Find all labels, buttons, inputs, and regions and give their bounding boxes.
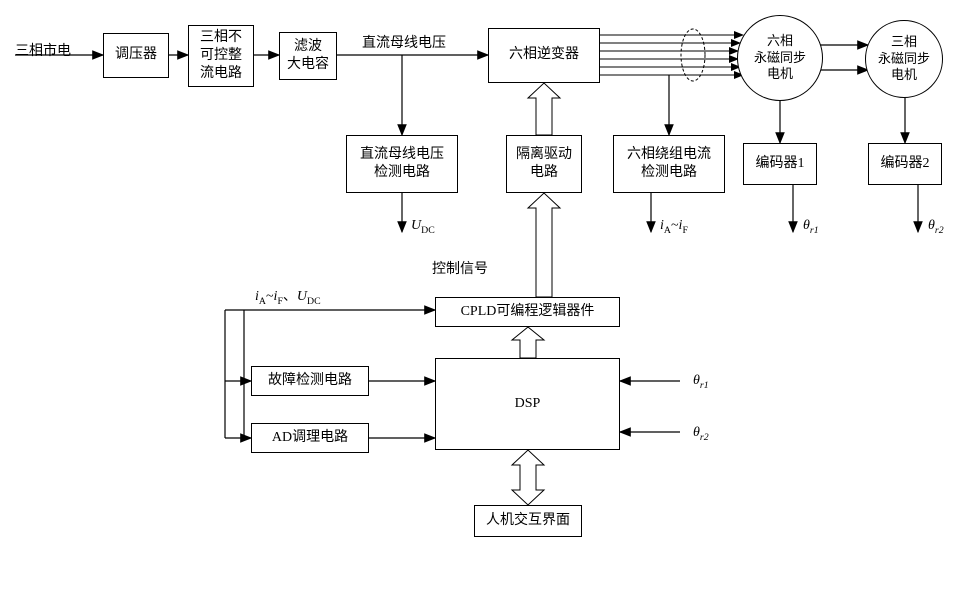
hmi-text: 人机交互界面 — [486, 512, 570, 530]
regulator-box: 调压器 — [103, 33, 169, 78]
motor3-circle: 三相 永磁同步 电机 — [865, 20, 943, 98]
ad-cond-text: AD调理电路 — [272, 429, 348, 447]
ad-cond-box: AD调理电路 — [251, 423, 369, 453]
inverter-box: 六相逆变器 — [488, 28, 600, 83]
dc-bus-voltage-label: 直流母线电压 — [362, 32, 446, 52]
input-signals-label: iA~iF、UDC — [255, 285, 321, 307]
cpld-box: CPLD可编程逻辑器件 — [435, 297, 620, 327]
cpld-text: CPLD可编程逻辑器件 — [461, 303, 595, 321]
filter-cap-box: 滤波 大电容 — [279, 32, 337, 80]
ctrl-signal-label: 控制信号 — [432, 258, 488, 278]
filter-cap-text: 滤波 大电容 — [287, 38, 329, 74]
theta-r1-label: θr1 — [803, 218, 819, 236]
udc-label: UDC — [411, 218, 435, 236]
encoder1-box: 编码器1 — [743, 143, 817, 185]
fault-detect-box: 故障检测电路 — [251, 366, 369, 396]
dc-detect-box: 直流母线电压 检测电路 — [346, 135, 458, 193]
current-detect-box: 六相绕组电流 检测电路 — [613, 135, 725, 193]
inverter-text: 六相逆变器 — [509, 46, 579, 64]
regulator-text: 调压器 — [115, 46, 157, 64]
dsp-text: DSP — [515, 395, 541, 413]
iaf-label: iA~iF — [660, 218, 688, 236]
theta-r2-label: θr2 — [928, 218, 944, 236]
rectifier-text: 三相不 可控整 流电路 — [200, 29, 242, 84]
encoder2-text: 编码器2 — [881, 155, 930, 173]
three-phase-mains-label: 三相市电 — [15, 40, 71, 60]
hmi-box: 人机交互界面 — [474, 505, 582, 537]
iso-drive-text: 隔离驱动 电路 — [516, 146, 572, 182]
rectifier-box: 三相不 可控整 流电路 — [188, 25, 254, 87]
encoder1-text: 编码器1 — [756, 155, 805, 173]
motor6-circle: 六相 永磁同步 电机 — [737, 15, 823, 101]
iso-drive-box: 隔离驱动 电路 — [506, 135, 582, 193]
dc-detect-text: 直流母线电压 检测电路 — [360, 146, 444, 182]
motor3-text: 三相 永磁同步 电机 — [878, 34, 930, 85]
theta-r1-in-label: θr1 — [693, 373, 709, 391]
encoder2-box: 编码器2 — [868, 143, 942, 185]
motor6-text: 六相 永磁同步 电机 — [754, 33, 806, 84]
theta-r2-in-label: θr2 — [693, 425, 709, 443]
fault-detect-text: 故障检测电路 — [268, 372, 352, 390]
dsp-box: DSP — [435, 358, 620, 450]
current-detect-text: 六相绕组电流 检测电路 — [627, 146, 711, 182]
